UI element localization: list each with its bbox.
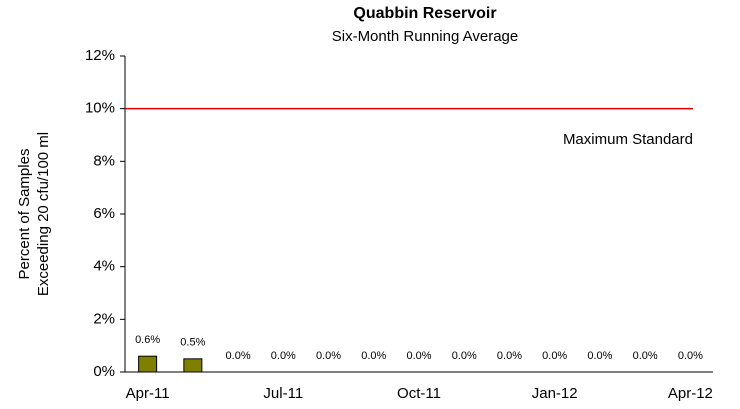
value-label: 0.0% [497, 350, 522, 362]
x-tick-label: Jan-12 [532, 385, 578, 402]
value-label: 0.0% [361, 350, 386, 362]
y-axis-label-line: Percent of Samples [16, 149, 33, 280]
x-tick-label: Apr-12 [668, 385, 713, 402]
value-label: 0.0% [406, 350, 431, 362]
y-tick-label: 12% [85, 47, 115, 64]
y-tick-label: 8% [93, 152, 115, 169]
y-tick-label: 10% [85, 100, 115, 117]
value-label: 0.0% [678, 350, 703, 362]
value-label: 0.0% [633, 350, 658, 362]
value-label: 0.6% [135, 334, 160, 346]
value-label: 0.0% [587, 350, 612, 362]
y-tick-label: 2% [93, 310, 115, 327]
value-label: 0.0% [226, 350, 251, 362]
value-label: 0.0% [542, 350, 567, 362]
value-label: 0.0% [271, 350, 296, 362]
y-tick-label: 0% [93, 363, 115, 380]
value-label: 0.0% [452, 350, 477, 362]
y-tick-label: 4% [93, 258, 115, 275]
y-tick-label: 6% [93, 205, 115, 222]
y-axis-label-line: Exceeding 20 cfu/100 ml [35, 132, 52, 296]
x-tick-label: Jul-11 [263, 385, 303, 402]
chart-subtitle: Six-Month Running Average [332, 28, 519, 45]
value-label: 0.5% [180, 337, 205, 349]
chart-title: Quabbin Reservoir [353, 5, 496, 22]
y-axis-label: Percent of Samples Exceeding 20 cfu/100 … [16, 132, 52, 296]
x-tick-label: Oct-11 [397, 385, 441, 402]
bar [183, 358, 203, 373]
value-label: 0.0% [316, 350, 341, 362]
reference-label: Maximum Standard [563, 131, 693, 148]
x-tick-label: Apr-11 [126, 385, 170, 402]
bar [138, 355, 158, 373]
